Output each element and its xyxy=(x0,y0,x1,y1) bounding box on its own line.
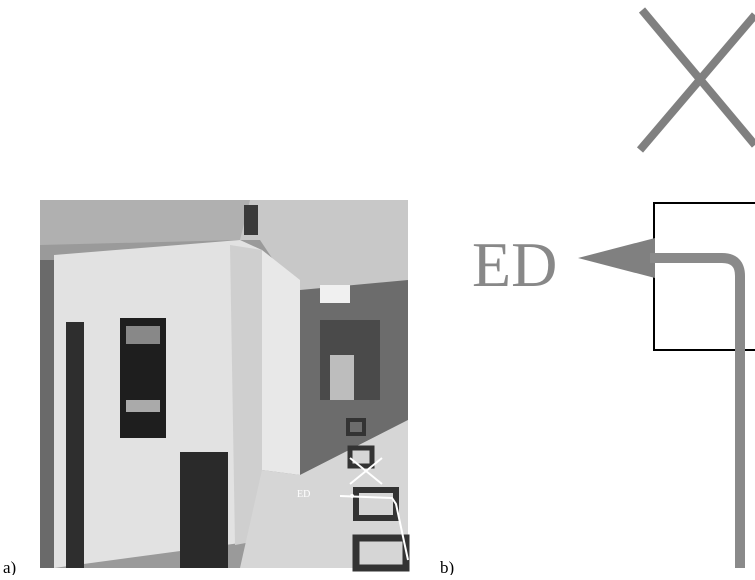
zoom-diagram: ED xyxy=(472,10,755,568)
photo: ED xyxy=(40,200,408,568)
figure: ED a) ED b) xyxy=(0,0,755,575)
panel-label: a) xyxy=(3,558,16,575)
panel-label: b) xyxy=(440,558,454,575)
diagram-annotation: ED xyxy=(472,229,557,300)
photo-annotation: ED xyxy=(297,489,310,500)
